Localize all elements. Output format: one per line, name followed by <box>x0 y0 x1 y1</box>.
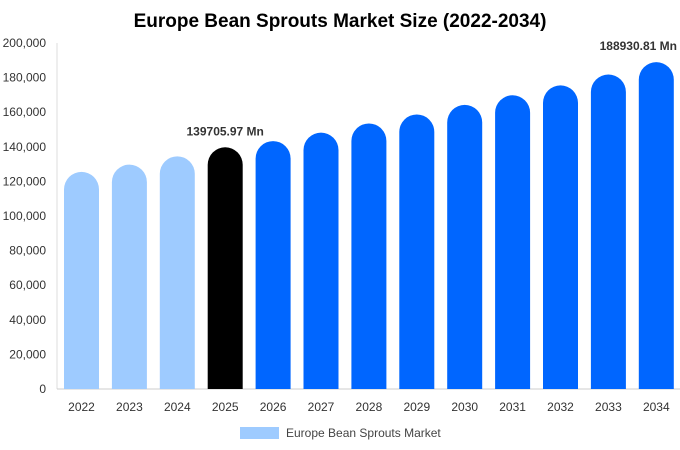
bar-2028[interactable] <box>351 123 387 390</box>
data-label: 188930.81 Mn <box>600 39 677 53</box>
x-tick-label: 2027 <box>308 400 335 414</box>
x-tick-label: 2028 <box>356 400 383 414</box>
x-tick-label: 2029 <box>403 400 430 414</box>
chart-title: Europe Bean Sprouts Market Size (2022-20… <box>134 11 547 32</box>
x-tick-label: 2032 <box>547 400 574 414</box>
x-tick-label: 2030 <box>451 400 478 414</box>
data-label: 139705.97 Mn <box>187 124 264 138</box>
y-tick-label: 120,000 <box>3 174 47 188</box>
y-tick-label: 20,000 <box>9 347 46 361</box>
x-axis-ticks: 2022 2023 2024 2025 2026 2027 2028 2029 2030 2031… <box>68 400 670 414</box>
x-tick-label: 2031 <box>499 400 526 414</box>
bar-2030[interactable] <box>447 104 483 389</box>
legend[interactable]: Europe Bean Sprouts Market <box>240 426 441 440</box>
y-tick-label: 0 <box>39 382 46 396</box>
x-tick-label: 2033 <box>595 400 622 414</box>
y-tick-label: 160,000 <box>3 105 47 119</box>
bar-2023[interactable] <box>111 164 147 389</box>
y-tick-label: 60,000 <box>9 278 46 292</box>
y-tick-label: 80,000 <box>9 244 46 258</box>
x-tick-label: 2023 <box>116 400 143 414</box>
y-tick-label: 180,000 <box>3 71 47 85</box>
bar-2025[interactable] <box>207 147 243 389</box>
bar-2027[interactable] <box>303 132 339 389</box>
bar-2033[interactable] <box>590 74 626 390</box>
bar-2029[interactable] <box>399 114 435 389</box>
data-labels: 139705.97 Mn 188930.81 Mn <box>187 39 677 138</box>
bar-2026[interactable] <box>255 141 291 389</box>
bar-2034[interactable] <box>638 62 674 390</box>
y-tick-label: 100,000 <box>3 209 47 223</box>
bar-2024[interactable] <box>159 156 195 389</box>
x-tick-label: 2034 <box>643 400 670 414</box>
y-axis-ticks: 0 20,000 40,000 60,000 80,000 100,000 120,000 1… <box>3 36 47 396</box>
bars-group <box>64 62 674 390</box>
bar-2022[interactable] <box>64 171 99 389</box>
x-tick-label: 2024 <box>164 400 191 414</box>
legend-label[interactable]: Europe Bean Sprouts Market <box>286 426 441 440</box>
x-tick-label: 2025 <box>212 400 239 414</box>
bar-2031[interactable] <box>495 95 531 389</box>
x-tick-label: 2026 <box>260 400 287 414</box>
bar-2032[interactable] <box>543 85 578 389</box>
x-tick-label: 2022 <box>68 400 95 414</box>
y-tick-label: 140,000 <box>3 140 47 154</box>
legend-swatch[interactable] <box>240 427 279 439</box>
y-tick-label: 200,000 <box>3 36 47 50</box>
y-tick-label: 40,000 <box>9 313 46 327</box>
